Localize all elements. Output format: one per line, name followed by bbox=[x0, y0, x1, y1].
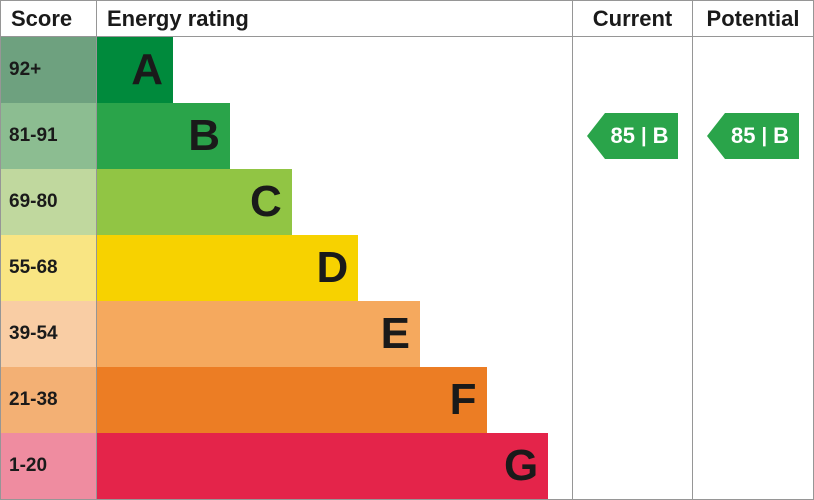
rating-row: 1-20 G bbox=[1, 433, 813, 499]
arrow-separator: | bbox=[641, 125, 647, 148]
rating-row: 55-68 D bbox=[1, 235, 813, 301]
rating-letter: C bbox=[250, 177, 282, 227]
score-range-label: 21-38 bbox=[9, 389, 58, 411]
rating-row: 69-80 C bbox=[1, 169, 813, 235]
rating-letter: B bbox=[188, 111, 220, 161]
header-score: Score bbox=[1, 1, 97, 36]
rating-cell: B bbox=[97, 103, 573, 169]
rating-bar: E bbox=[97, 301, 420, 367]
rating-letter: A bbox=[131, 45, 163, 95]
header-potential: Potential bbox=[693, 1, 813, 36]
score-range-label: 69-80 bbox=[9, 191, 58, 213]
rating-letter: F bbox=[450, 375, 477, 425]
current-cell bbox=[573, 367, 693, 433]
potential-cell bbox=[693, 169, 813, 235]
arrow-score: 85 bbox=[731, 123, 755, 149]
rating-row: 81-91 B 85 | B 85 | B bbox=[1, 103, 813, 169]
rating-arrow: 85 | B bbox=[707, 113, 799, 159]
potential-cell: 85 | B bbox=[693, 103, 813, 169]
rating-cell: G bbox=[97, 433, 573, 499]
arrow-separator: | bbox=[761, 125, 767, 148]
current-cell bbox=[573, 301, 693, 367]
energy-rating-chart: Score Energy rating Current Potential 92… bbox=[0, 0, 814, 500]
header-current: Current bbox=[573, 1, 693, 36]
header-rating: Energy rating bbox=[97, 1, 573, 36]
rating-bar: D bbox=[97, 235, 358, 301]
rating-letter: E bbox=[381, 309, 410, 359]
rating-bar: C bbox=[97, 169, 292, 235]
rating-cell: C bbox=[97, 169, 573, 235]
rating-bar: G bbox=[97, 433, 548, 499]
score-cell: 1-20 bbox=[1, 433, 97, 499]
score-cell: 92+ bbox=[1, 37, 97, 103]
arrow-head-icon bbox=[707, 113, 725, 159]
rating-bar: F bbox=[97, 367, 487, 433]
header-row: Score Energy rating Current Potential bbox=[1, 1, 813, 37]
rating-cell: E bbox=[97, 301, 573, 367]
rating-letter: G bbox=[504, 441, 538, 491]
arrow-body: 85 | B bbox=[605, 113, 679, 159]
arrow-letter: B bbox=[773, 123, 789, 149]
rating-row: 92+ A bbox=[1, 37, 813, 103]
arrow-letter: B bbox=[653, 123, 669, 149]
score-cell: 81-91 bbox=[1, 103, 97, 169]
rating-cell: A bbox=[97, 37, 573, 103]
score-cell: 39-54 bbox=[1, 301, 97, 367]
potential-cell bbox=[693, 301, 813, 367]
rating-arrow: 85 | B bbox=[587, 113, 679, 159]
rating-letter: D bbox=[316, 243, 348, 293]
current-cell: 85 | B bbox=[573, 103, 693, 169]
score-range-label: 1-20 bbox=[9, 455, 47, 477]
current-cell bbox=[573, 169, 693, 235]
rating-row: 21-38 F bbox=[1, 367, 813, 433]
rating-cell: F bbox=[97, 367, 573, 433]
current-cell bbox=[573, 433, 693, 499]
potential-cell bbox=[693, 433, 813, 499]
score-cell: 69-80 bbox=[1, 169, 97, 235]
score-range-label: 55-68 bbox=[9, 257, 58, 279]
potential-cell bbox=[693, 235, 813, 301]
arrow-body: 85 | B bbox=[725, 113, 799, 159]
potential-cell bbox=[693, 367, 813, 433]
rating-row: 39-54 E bbox=[1, 301, 813, 367]
score-range-label: 92+ bbox=[9, 59, 41, 81]
rating-rows: 92+ A 81-91 B 85 | B 85 | B 69-80 C 55-68 D 39-54 E 21-3… bbox=[1, 37, 813, 499]
score-cell: 21-38 bbox=[1, 367, 97, 433]
current-cell bbox=[573, 235, 693, 301]
arrow-head-icon bbox=[587, 113, 605, 159]
rating-bar: B bbox=[97, 103, 230, 169]
potential-cell bbox=[693, 37, 813, 103]
rating-cell: D bbox=[97, 235, 573, 301]
current-cell bbox=[573, 37, 693, 103]
score-cell: 55-68 bbox=[1, 235, 97, 301]
score-range-label: 81-91 bbox=[9, 125, 58, 147]
score-range-label: 39-54 bbox=[9, 323, 58, 345]
rating-bar: A bbox=[97, 37, 173, 103]
arrow-score: 85 bbox=[611, 123, 635, 149]
